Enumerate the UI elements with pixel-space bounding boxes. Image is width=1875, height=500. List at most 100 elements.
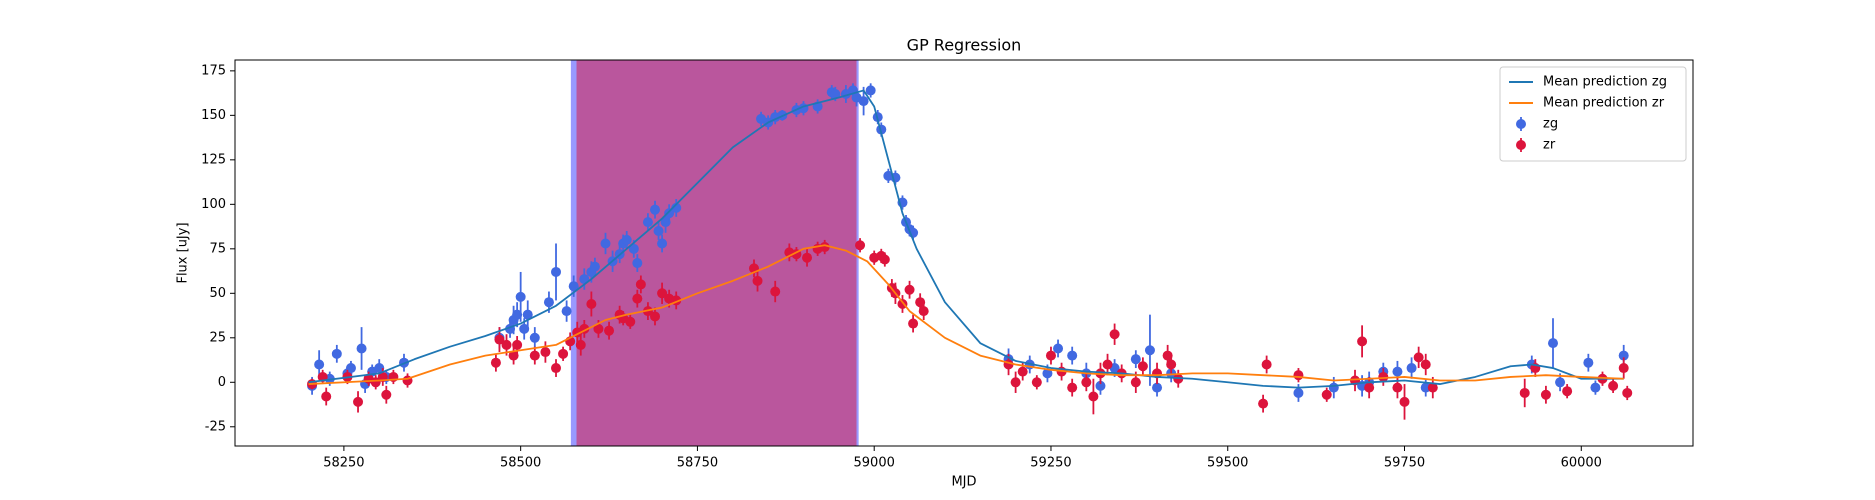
x-tick-label: 60000 (1561, 456, 1602, 471)
point (657, 288, 668, 299)
point (657, 238, 668, 249)
legend-label: Mean prediction zr (1543, 96, 1665, 111)
point (519, 323, 530, 334)
point (1109, 329, 1120, 340)
point (819, 242, 830, 253)
y-tick-label: 75 (209, 241, 226, 256)
point (604, 325, 615, 336)
y-tick-label: 100 (201, 197, 226, 212)
mean-line (308, 244, 1624, 385)
point (512, 339, 523, 350)
y-tick-label: 125 (201, 152, 226, 167)
y-tick-label: 175 (201, 63, 226, 78)
point (593, 323, 604, 334)
x-tick-label: 59500 (1207, 456, 1248, 471)
point (628, 243, 639, 254)
point (632, 293, 643, 304)
point (558, 348, 569, 359)
point (331, 348, 342, 359)
point (1406, 363, 1417, 374)
point (1162, 350, 1173, 361)
point (501, 339, 512, 350)
legend-label: Mean prediction zg (1543, 75, 1667, 90)
point (1010, 377, 1021, 388)
point (1053, 343, 1064, 354)
point (660, 217, 671, 228)
point (1166, 359, 1177, 370)
point (1321, 389, 1332, 400)
point (625, 316, 636, 327)
point (1357, 336, 1368, 347)
point (1519, 387, 1530, 398)
point (600, 238, 611, 249)
point (830, 88, 841, 99)
point (915, 297, 926, 308)
point (1130, 377, 1141, 388)
point (1293, 387, 1304, 398)
point (1618, 363, 1629, 374)
x-tick-label: 59000 (854, 456, 895, 471)
chart-title: GP Regression (907, 36, 1022, 55)
point (1583, 357, 1594, 368)
point (918, 306, 929, 317)
point (671, 202, 682, 213)
point (650, 204, 661, 215)
legend-label: zg (1543, 117, 1558, 132)
point (1399, 396, 1410, 407)
point (642, 217, 653, 228)
point (855, 240, 866, 251)
point (1067, 382, 1078, 393)
point (632, 258, 643, 269)
point (490, 357, 501, 368)
point (381, 389, 392, 400)
point (551, 266, 562, 277)
point (1152, 382, 1163, 393)
point (1618, 350, 1629, 361)
point (353, 396, 364, 407)
point (1042, 368, 1053, 379)
point (1137, 361, 1148, 372)
point (770, 286, 781, 297)
y-tick-label: -25 (205, 419, 226, 434)
point (356, 343, 367, 354)
point (1293, 370, 1304, 381)
axes-frame (234, 59, 1694, 447)
point (1413, 352, 1424, 363)
point (879, 254, 890, 265)
point (1547, 338, 1558, 349)
point (551, 363, 562, 374)
point (1364, 382, 1375, 393)
point (653, 226, 664, 237)
point (1081, 377, 1092, 388)
x-tick-label: 59250 (1030, 456, 1071, 471)
legend-swatch (1516, 140, 1526, 150)
point (1590, 382, 1601, 393)
point (1427, 382, 1438, 393)
point (1088, 391, 1099, 402)
point (1555, 377, 1566, 388)
point (1017, 366, 1028, 377)
point (1392, 366, 1403, 377)
point (904, 284, 915, 295)
x-axis-label: MJD (951, 475, 976, 490)
point (1622, 387, 1633, 398)
point (1258, 398, 1269, 409)
y-axis-label: Flux [uJy] (176, 222, 191, 283)
point (858, 96, 869, 107)
point (586, 298, 597, 309)
y-tick-label: 25 (209, 330, 226, 345)
point (650, 311, 661, 322)
point (802, 252, 813, 263)
x-tick-label: 58500 (500, 456, 541, 471)
point (345, 363, 356, 374)
point (561, 306, 572, 317)
point (374, 363, 385, 374)
point (575, 339, 586, 350)
point (494, 334, 505, 345)
point (635, 279, 646, 290)
point (1102, 359, 1113, 370)
legend-label: zr (1543, 138, 1556, 153)
y-tick-label: 0 (218, 375, 226, 390)
point (752, 275, 763, 286)
